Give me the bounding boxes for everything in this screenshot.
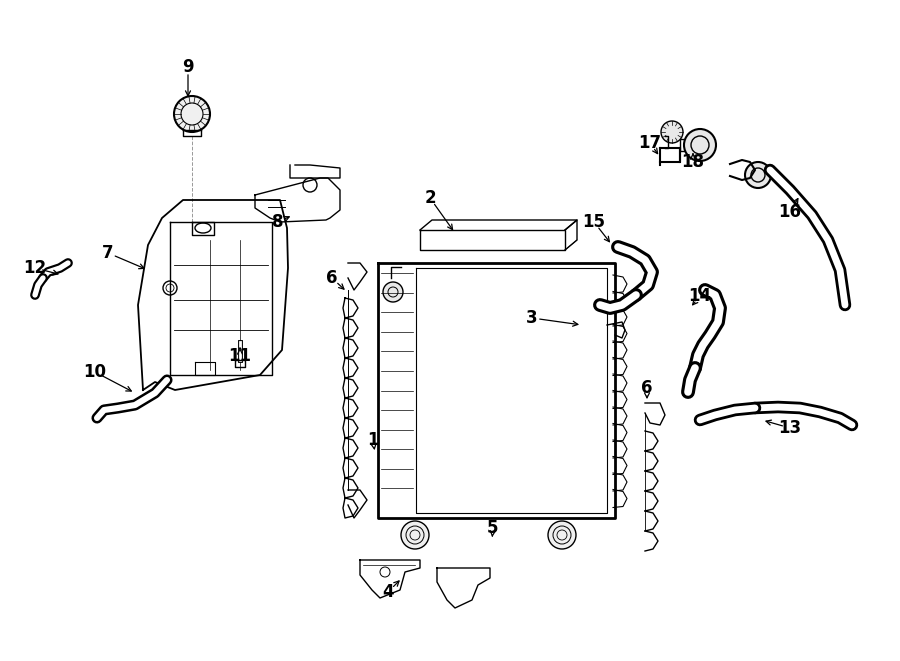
Circle shape	[401, 521, 429, 549]
Text: 13: 13	[778, 419, 802, 437]
Text: 1: 1	[367, 431, 379, 449]
Text: 5: 5	[487, 519, 499, 537]
Text: 11: 11	[229, 347, 251, 365]
Circle shape	[684, 129, 716, 161]
Text: 6: 6	[641, 379, 652, 397]
Text: 17: 17	[638, 134, 662, 152]
Text: 6: 6	[326, 269, 338, 287]
Text: 10: 10	[84, 363, 106, 381]
Text: 3: 3	[526, 309, 538, 327]
Text: 12: 12	[23, 259, 47, 277]
Text: 4: 4	[382, 583, 394, 601]
Text: 14: 14	[688, 287, 712, 305]
Text: 15: 15	[582, 213, 606, 231]
Circle shape	[661, 121, 683, 143]
Text: 2: 2	[424, 189, 436, 207]
Circle shape	[548, 521, 576, 549]
Circle shape	[745, 162, 771, 188]
Text: 7: 7	[103, 244, 113, 262]
Circle shape	[383, 282, 403, 302]
Text: 16: 16	[778, 203, 802, 221]
Text: 9: 9	[182, 58, 194, 76]
Circle shape	[174, 96, 210, 132]
Text: 8: 8	[272, 213, 284, 231]
Text: 18: 18	[681, 153, 705, 171]
